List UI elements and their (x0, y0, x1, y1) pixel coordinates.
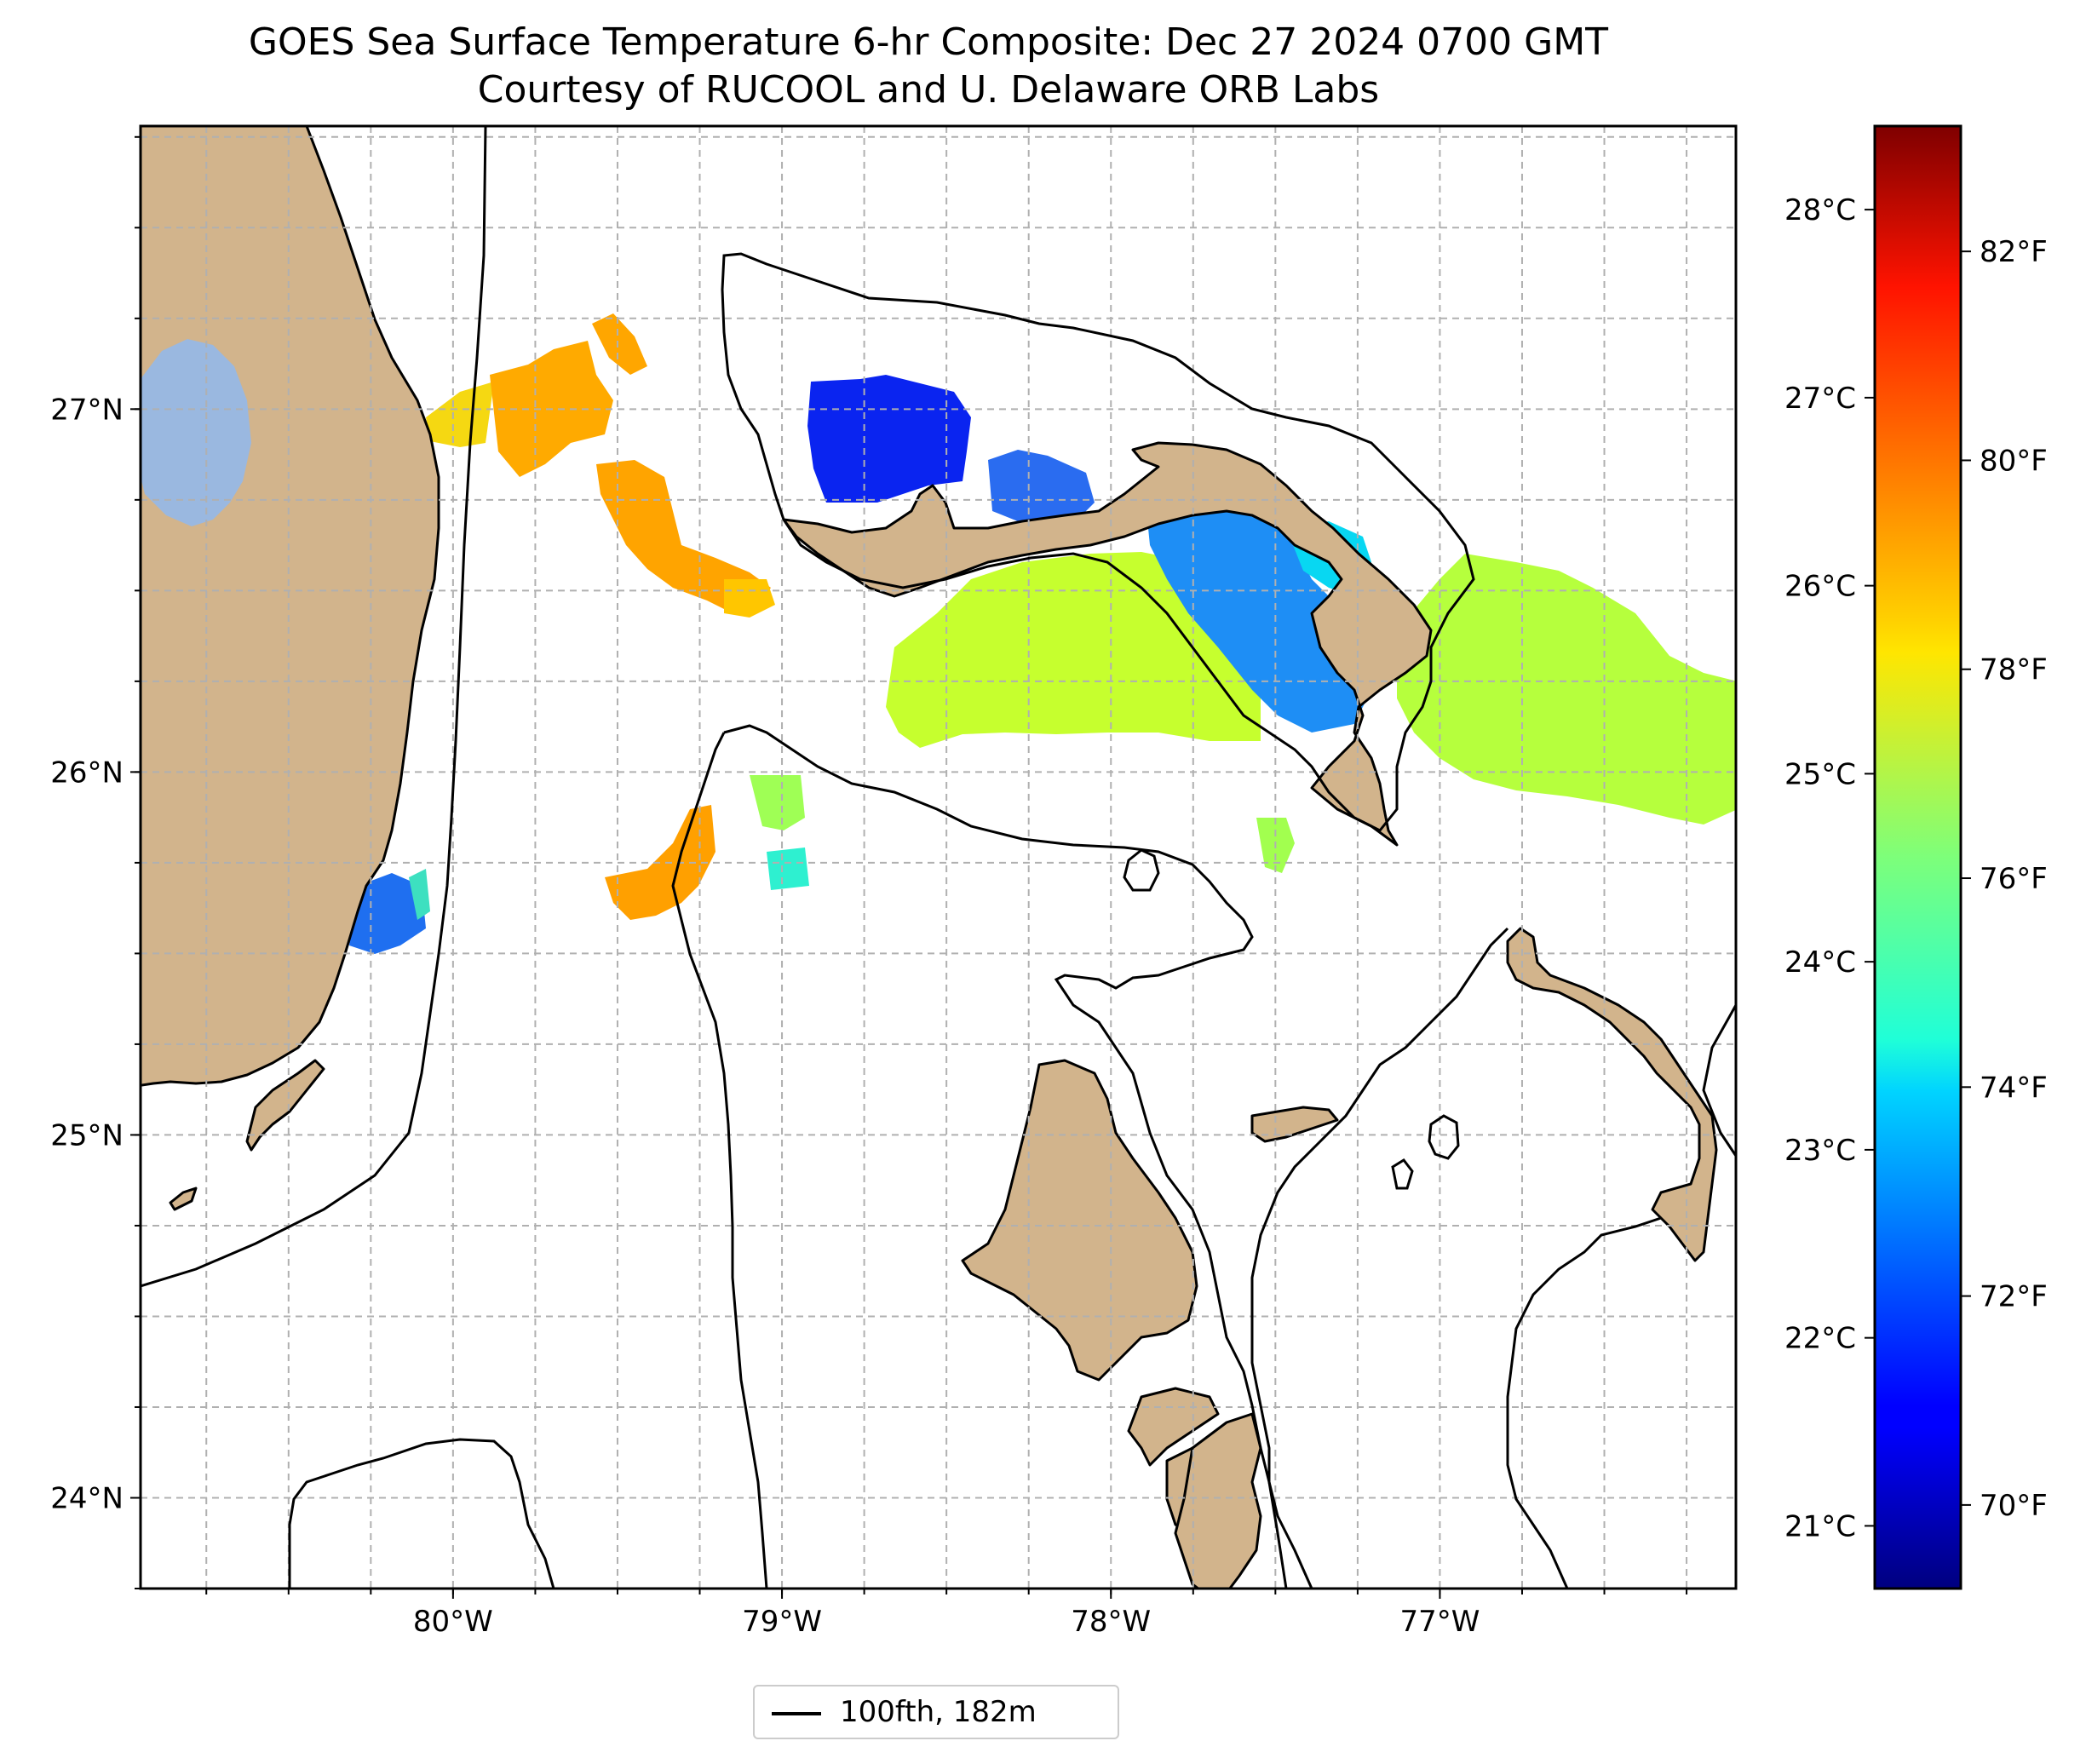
colorbar-f-label: 74°F (1980, 1071, 2048, 1105)
sst-patch-green-band (886, 552, 1261, 748)
contour-small-islet-1 (1123, 848, 1160, 892)
sst-patch-warm-mid (596, 460, 771, 613)
isobath-100fth (141, 126, 1736, 1589)
colorbar-c-label: 23°C (1784, 1134, 1856, 1168)
map-axes: 80°W 79°W 78°W 77°W 24°N 25°N 26°N 27°N (50, 135, 1688, 1639)
lon-tick-label: 77°W (1399, 1605, 1480, 1639)
colorbar-c-label: 24°C (1784, 945, 1856, 980)
colorbar-c-label: 27°C (1784, 382, 1856, 416)
sst-patch-teal-south (767, 848, 809, 890)
eleuthera (1506, 927, 1718, 1262)
berry-islands (1250, 1106, 1339, 1143)
legend-line-swatch (772, 1712, 821, 1715)
legend: 100fth, 182m (753, 1685, 1119, 1739)
colorbar-c-label: 26°C (1784, 570, 1856, 604)
sst-patch-florida-current-north (426, 382, 494, 447)
contour-exuma-inner (1506, 1216, 1662, 1589)
lon-tick-label: 80°W (413, 1605, 493, 1639)
sst-patch-green-east (1397, 554, 1736, 825)
colorbar-f-label: 80°F (1980, 444, 2048, 478)
sst-patch-cold-mid (988, 450, 1095, 521)
legend-label: 100fth, 182m (840, 1695, 1037, 1729)
colorbar-celsius-axis: 21°C 22°C 23°C 24°C 25°C 26°C 27°C 28°C (1784, 193, 1875, 1543)
sst-patch-cold-tongue (1146, 490, 1371, 733)
grand-bahama (782, 441, 1433, 847)
lat-tick-label: 25°N (50, 1118, 124, 1152)
sst-patch-blue-florida (349, 873, 426, 954)
colorbar-c-label: 28°C (1784, 193, 1856, 227)
lon-tick-label: 79°W (742, 1605, 822, 1639)
contour-small-islet-2 (1428, 1114, 1460, 1160)
keys-1 (245, 1059, 325, 1152)
contour-small-islet-3 (1391, 1158, 1414, 1190)
sst-patch-green-south (750, 775, 805, 830)
contour-cay-sal (288, 1438, 555, 1589)
map-frame (139, 124, 1738, 1590)
colorbar-f-label: 76°F (1980, 862, 2048, 896)
lat-tick-label: 26°N (50, 756, 124, 790)
colorbar-c-label: 25°C (1784, 757, 1856, 791)
sst-patch-cold-north (807, 375, 971, 503)
colorbar-f-label: 70°F (1980, 1489, 2048, 1523)
andros-south-3 (1174, 1412, 1262, 1589)
grid (141, 126, 1736, 1589)
sst-patch-warm-north-2 (592, 313, 647, 375)
contour-florida-shelf (141, 126, 487, 1288)
contour-exuma-sound (1250, 927, 1509, 1589)
colorbar-c-label: 21°C (1784, 1509, 1856, 1543)
colorbar-c-label: 22°C (1784, 1322, 1856, 1356)
map-subtitle: Courtesy of RUCOOL and U. Delaware ORB L… (477, 68, 1380, 112)
sst-patch-warm-mid-tail (724, 579, 775, 618)
map-title: GOES Sea Surface Temperature 6-hr Compos… (248, 20, 1609, 64)
contour-great-bahama-bank (723, 724, 1288, 1589)
colorbar-gradient (1873, 124, 1962, 1590)
keys-2 (169, 1187, 198, 1211)
lat-tick-label: 27°N (50, 393, 124, 427)
contour-great-bahama-bank-west (671, 732, 768, 1589)
land-layer (141, 126, 1718, 1589)
sst-patch-cyan-florida (409, 869, 430, 920)
contour-eleuthera-east (1702, 1004, 1736, 1158)
andros-island (961, 1059, 1198, 1382)
colorbar-f-label: 72°F (1980, 1280, 2048, 1314)
colorbar-fahrenheit-axis: 70°F 72°F 74°F 76°F 78°F 80°F 82°F (1961, 235, 2048, 1523)
lake-okeechobee (141, 339, 251, 526)
contour-little-bahama-bank (721, 252, 1475, 832)
colorbar-f-label: 78°F (1980, 653, 2048, 687)
lon-tick-label: 78°W (1071, 1605, 1151, 1639)
colorbar: 70°F 72°F 74°F 76°F 78°F 80°F 82°F 21°C 22°C 23°… (1784, 124, 2048, 1590)
colorbar-f-label: 82°F (1980, 235, 2048, 269)
lat-tick-label: 24°N (50, 1481, 124, 1515)
